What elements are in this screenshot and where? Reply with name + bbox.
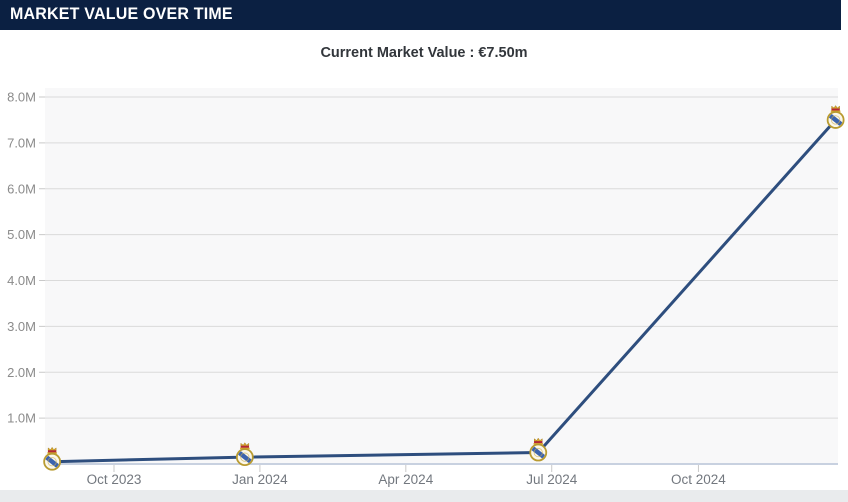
x-axis-label: Jul 2024 — [526, 472, 578, 487]
x-axis-label: Jan 2024 — [232, 472, 288, 487]
data-point-marker real-madrid-crest-icon[interactable] — [826, 105, 845, 129]
x-axis-label: Oct 2023 — [87, 472, 142, 487]
data-point-marker real-madrid-crest-icon[interactable] — [235, 442, 254, 467]
x-axis-label: Apr 2024 — [378, 472, 433, 487]
y-axis-label: 4.0M — [7, 273, 36, 288]
y-axis-label: 3.0M — [7, 319, 36, 334]
y-axis-label: 5.0M — [7, 227, 36, 242]
page-title: MARKET VALUE OVER TIME — [10, 5, 233, 24]
y-axis-label: 8.0M — [7, 90, 36, 105]
y-axis-label: 2.0M — [7, 365, 36, 380]
section-header: MARKET VALUE OVER TIME — [0, 0, 841, 30]
y-axis-label: 7.0M — [7, 135, 36, 150]
section-divider — [0, 490, 848, 502]
plot-area — [45, 88, 838, 464]
data-point-marker real-madrid-crest-icon[interactable] — [43, 446, 62, 471]
market-value-line — [50, 118, 838, 464]
x-axis-label: Oct 2024 — [671, 472, 726, 487]
current-market-value-label: Current Market Value : €7.50m — [320, 45, 528, 61]
y-axis-label: 1.0M — [7, 411, 36, 426]
data-point-marker real-madrid-crest-icon[interactable] — [529, 437, 548, 462]
y-axis-label: 6.0M — [7, 181, 36, 196]
